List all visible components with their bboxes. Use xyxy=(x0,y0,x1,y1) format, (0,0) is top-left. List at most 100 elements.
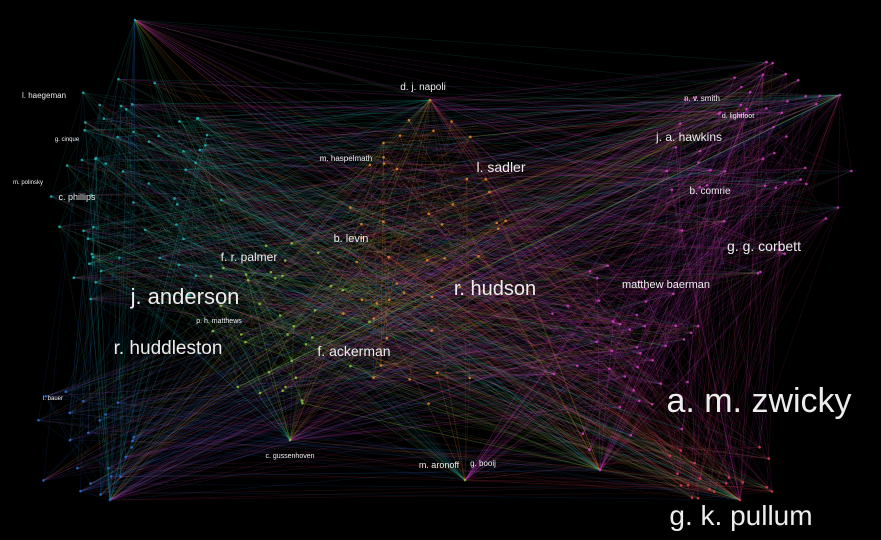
node-label-huddleston[interactable]: r. huddleston xyxy=(114,338,223,359)
node[interactable] xyxy=(495,221,499,225)
node[interactable] xyxy=(650,402,654,406)
node[interactable] xyxy=(722,219,726,223)
node[interactable] xyxy=(402,291,406,295)
node[interactable] xyxy=(765,60,768,64)
node[interactable] xyxy=(119,104,123,108)
node[interactable] xyxy=(717,112,721,116)
node-label-haspelmath[interactable]: m. haspelmath xyxy=(320,154,372,163)
node[interactable] xyxy=(316,251,320,255)
node[interactable] xyxy=(99,493,102,496)
node[interactable] xyxy=(360,222,363,226)
node[interactable] xyxy=(686,380,689,384)
node[interactable] xyxy=(177,263,181,267)
node[interactable] xyxy=(44,395,47,398)
node[interactable] xyxy=(58,225,61,228)
node[interactable] xyxy=(698,477,702,480)
node[interactable] xyxy=(850,169,853,173)
node[interactable] xyxy=(94,156,98,160)
node[interactable] xyxy=(689,331,693,335)
node[interactable] xyxy=(382,220,385,223)
node[interactable] xyxy=(116,401,120,405)
node[interactable] xyxy=(91,255,95,259)
node[interactable] xyxy=(49,195,53,198)
node[interactable] xyxy=(304,343,308,346)
node[interactable] xyxy=(264,244,268,248)
node[interactable] xyxy=(748,90,752,94)
node[interactable] xyxy=(451,203,455,206)
node[interactable] xyxy=(588,448,591,452)
node[interactable] xyxy=(670,188,674,192)
node[interactable] xyxy=(387,298,391,302)
node[interactable] xyxy=(783,252,786,255)
node[interactable] xyxy=(635,345,639,349)
node[interactable] xyxy=(89,482,92,485)
node[interactable] xyxy=(175,203,179,206)
node[interactable] xyxy=(724,482,728,485)
node[interactable] xyxy=(638,399,641,403)
node-label-bauer[interactable]: l. bauer xyxy=(43,396,63,402)
node[interactable] xyxy=(147,182,150,185)
node[interactable] xyxy=(425,259,429,262)
node-label-palmer[interactable]: f. r. palmer xyxy=(221,250,278,264)
node[interactable] xyxy=(771,61,774,65)
node[interactable] xyxy=(360,236,363,239)
node[interactable] xyxy=(636,365,640,369)
node[interactable] xyxy=(300,399,304,402)
node[interactable] xyxy=(117,77,120,81)
node-label-pullum[interactable]: g. k. pullum xyxy=(669,500,812,531)
node[interactable] xyxy=(82,229,85,232)
node[interactable] xyxy=(644,300,648,303)
node[interactable] xyxy=(612,320,615,323)
node[interactable] xyxy=(784,72,788,76)
node[interactable] xyxy=(676,472,679,476)
node[interactable] xyxy=(428,98,432,102)
node[interactable] xyxy=(629,434,633,437)
node[interactable] xyxy=(288,438,292,442)
node[interactable] xyxy=(395,282,399,285)
node-label-gussenhoven[interactable]: c. gussenhoven xyxy=(265,453,314,460)
node[interactable] xyxy=(772,125,775,129)
node[interactable] xyxy=(187,293,191,297)
node[interactable] xyxy=(211,329,215,333)
node[interactable] xyxy=(458,285,462,289)
node[interactable] xyxy=(680,427,684,431)
node-label-hawkins[interactable]: j. a. hawkins xyxy=(655,130,722,144)
node[interactable] xyxy=(290,242,294,245)
node[interactable] xyxy=(786,99,789,103)
node[interactable] xyxy=(68,438,72,442)
node[interactable] xyxy=(124,455,127,459)
node[interactable] xyxy=(687,483,690,487)
node[interactable] xyxy=(178,120,181,123)
node-label-sadler[interactable]: l. sadler xyxy=(476,159,525,175)
node[interactable] xyxy=(465,177,469,181)
node[interactable] xyxy=(690,496,694,499)
node[interactable] xyxy=(132,201,135,204)
node[interactable] xyxy=(349,364,352,368)
node[interactable] xyxy=(705,183,709,187)
node[interactable] xyxy=(799,178,802,181)
node[interactable] xyxy=(88,262,91,266)
node[interactable] xyxy=(284,385,287,389)
node[interactable] xyxy=(682,338,686,341)
node[interactable] xyxy=(286,333,289,336)
node[interactable] xyxy=(86,237,90,240)
node[interactable] xyxy=(132,130,135,134)
node[interactable] xyxy=(98,103,101,107)
node[interactable] xyxy=(815,102,818,106)
node[interactable] xyxy=(643,324,646,328)
node[interactable] xyxy=(398,134,402,137)
node[interactable] xyxy=(674,324,677,328)
node[interactable] xyxy=(610,349,614,353)
node[interactable] xyxy=(313,309,317,312)
node[interactable] xyxy=(341,288,345,292)
node[interactable] xyxy=(639,352,642,355)
node[interactable] xyxy=(596,276,599,280)
node[interactable] xyxy=(385,336,389,340)
node[interactable] xyxy=(723,170,727,173)
node[interactable] xyxy=(698,149,702,153)
node-label-levin[interactable]: b. levin xyxy=(334,233,369,245)
node[interactable] xyxy=(680,229,684,232)
node[interactable] xyxy=(440,223,444,226)
node[interactable] xyxy=(143,228,147,232)
node[interactable] xyxy=(824,217,828,220)
